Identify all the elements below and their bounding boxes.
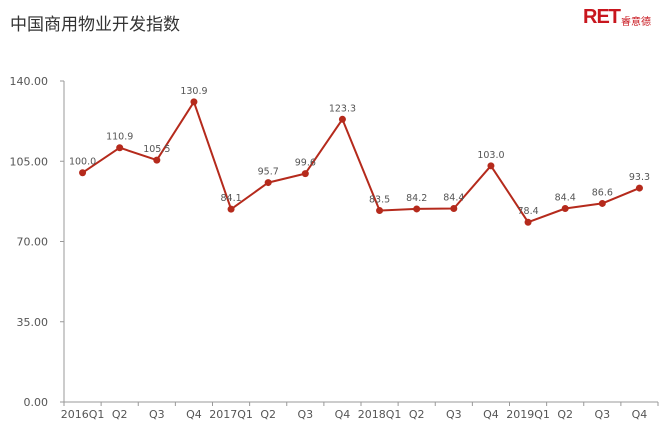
data-point: [264, 179, 272, 187]
y-tick-label: 0.00: [24, 396, 49, 409]
x-tick-label: Q2: [557, 408, 573, 421]
data-label: 84.4: [555, 192, 576, 203]
x-tick-label: Q2: [409, 408, 425, 421]
data-point: [301, 170, 309, 178]
data-label: 78.4: [517, 206, 538, 217]
series-line: [82, 100, 640, 224]
chart-plot: 100.0 110.9 105.5 130.9 84.1 95.7 99.6 123.3 83.…: [69, 86, 650, 226]
x-tick-label: Q2: [112, 408, 128, 421]
data-label: 84.1: [220, 193, 241, 204]
data-point: [561, 204, 569, 212]
data-label: 130.9: [180, 86, 207, 97]
chart-title: 中国商用物业开发指数: [10, 15, 180, 35]
data-label: 105.5: [143, 144, 170, 155]
data-point: [413, 205, 421, 213]
y-tick-label: 105.00: [10, 155, 49, 168]
logo-brand: RET: [583, 6, 621, 28]
data-label: 95.7: [258, 167, 279, 178]
data-label: 103.0: [477, 150, 504, 161]
data-point: [190, 98, 198, 106]
data-point: [338, 115, 346, 123]
y-tick-label: 70.00: [17, 236, 49, 249]
x-tick-label: Q3: [297, 408, 313, 421]
x-tick-label: Q2: [260, 408, 276, 421]
data-point: [153, 156, 161, 164]
x-tick-label: Q3: [149, 408, 165, 421]
data-label: 83.5: [369, 195, 390, 206]
x-tick-label: Q4: [632, 408, 648, 421]
data-label: 99.6: [295, 158, 316, 169]
data-point: [227, 205, 235, 213]
data-label: 86.6: [592, 187, 613, 198]
data-point: [524, 218, 532, 226]
data-point: [598, 199, 606, 207]
logo-cn-text: 睿意德: [621, 17, 651, 28]
data-label: 84.2: [406, 193, 427, 204]
y-tick-label: 35.00: [17, 316, 49, 329]
data-point: [376, 207, 384, 215]
x-tick-label: Q3: [594, 408, 610, 421]
data-label: 100.0: [69, 157, 96, 168]
data-point: [487, 162, 495, 170]
data-label: 84.4: [443, 192, 464, 203]
x-tick-label: Q4: [483, 408, 499, 421]
data-point: [116, 144, 124, 152]
data-label: 123.3: [329, 103, 356, 114]
x-tick-label: Q4: [186, 408, 202, 421]
data-point: [635, 184, 643, 192]
y-tick-label: 140.00: [10, 75, 49, 88]
data-label: 110.9: [106, 132, 133, 143]
x-tick-label: 2018Q1: [358, 408, 402, 421]
x-tick-label: 2017Q1: [209, 408, 253, 421]
data-point: [450, 204, 458, 212]
chart-axes: 0.00 35.00 70.00 105.00 140.00 2016Q1 Q2 Q3 Q4 20…: [10, 75, 659, 421]
x-tick-label: 2016Q1: [61, 408, 105, 421]
x-tick-label: Q4: [335, 408, 351, 421]
data-point: [79, 169, 87, 177]
x-tick-label: 2019Q1: [506, 408, 550, 421]
data-label: 93.3: [629, 172, 650, 183]
x-tick-label: Q3: [446, 408, 462, 421]
